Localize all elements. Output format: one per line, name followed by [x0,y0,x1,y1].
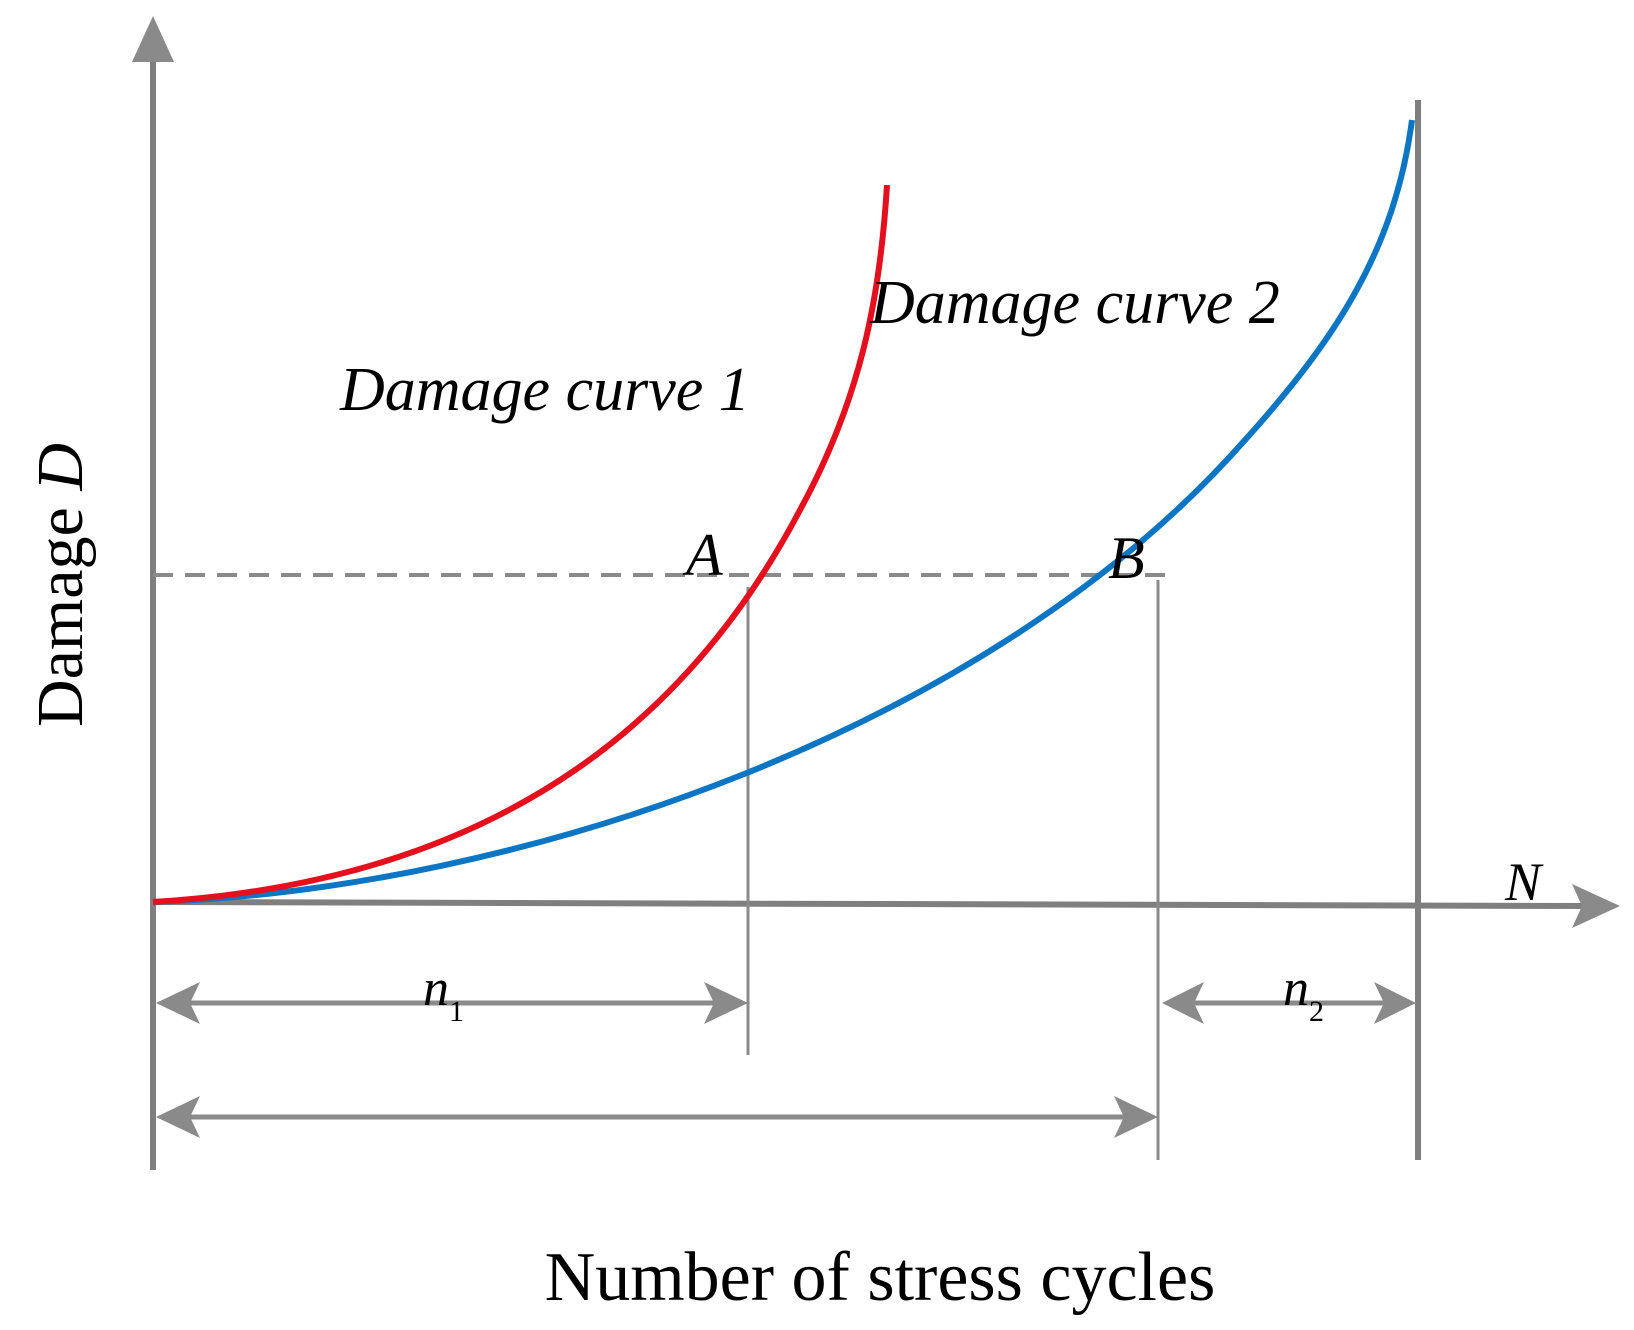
curve-2-label: Damage curve 2 [869,269,1280,337]
x-axis [149,899,1591,909]
n1-subscript: 1 [449,995,464,1028]
n2-subscript: 2 [1309,995,1324,1028]
x-axis-title: Number of stress cycles [545,1239,1216,1316]
point-b-label: B [1108,525,1145,591]
n1-right-arrowhead [704,982,748,1024]
y-axis-label-symbol: D [24,443,97,492]
long-left-arrowhead [156,1096,200,1138]
damage-curve-1 [152,184,890,905]
x-axis-arrowhead [1572,884,1620,928]
n1-label: n1 [423,960,464,1028]
n2-right-arrowhead [1374,982,1416,1024]
x-axis-end-label: N [1504,852,1544,912]
n2-symbol: n [1283,960,1309,1017]
n2-label: n2 [1283,960,1324,1028]
long-right-arrowhead [1114,1096,1158,1138]
point-a-label: A [682,522,723,588]
curve-1-label: Damage curve 1 [339,356,750,424]
n1-left-arrowhead [156,982,200,1024]
y-axis-label-text: Damage [24,491,97,727]
n1-symbol: n [423,960,449,1017]
n2-left-arrowhead [1162,982,1204,1024]
y-axis-label: Damage D [24,443,97,727]
damage-curve-2 [152,119,1415,905]
y-axis-arrowhead [132,16,174,62]
